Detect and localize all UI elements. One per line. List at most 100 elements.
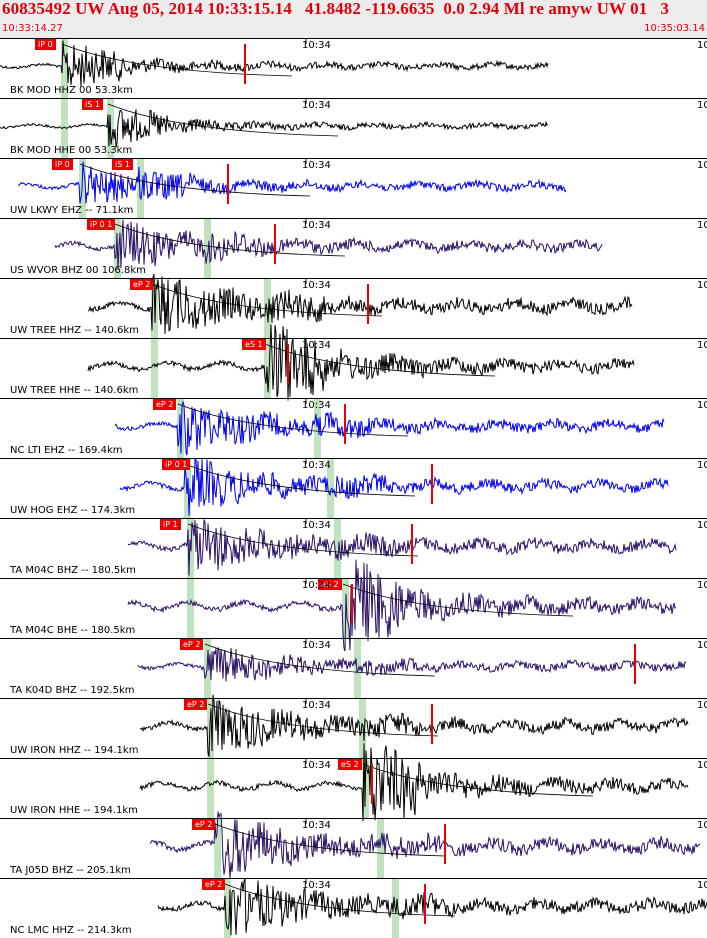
minute-tick-label: 10:34 xyxy=(302,820,331,831)
edge-tick-label: 10: xyxy=(697,760,707,771)
phase-pick-label[interactable]: eP 2 xyxy=(130,279,154,290)
trace-row[interactable] xyxy=(0,518,707,579)
trace-row[interactable] xyxy=(0,743,707,822)
channel-label: BK MOD HHE 00 53.3km xyxy=(10,145,133,156)
seismogram-panel[interactable]: iP 0 10:34 10: BK MOD HHZ 00 53.3km iS 1 10:3… xyxy=(0,38,707,938)
trace-row[interactable] xyxy=(0,694,707,758)
phase-pick-label[interactable]: eS 2 xyxy=(318,579,342,590)
waveform xyxy=(0,109,549,148)
phase-pick-label[interactable]: iP 0 1 xyxy=(162,459,191,470)
travel-time-curve xyxy=(107,103,339,137)
minute-tick-label: 10:34 xyxy=(302,460,331,471)
waveform xyxy=(139,743,689,822)
edge-tick-label: 10: xyxy=(697,40,707,51)
travel-time-curve xyxy=(264,343,496,377)
waveform xyxy=(119,457,669,516)
travel-time-curve xyxy=(79,163,311,197)
channel-label: NC LMC HHZ -- 214.3km xyxy=(10,925,132,936)
pick-window xyxy=(151,339,158,398)
waveform xyxy=(54,219,603,270)
pick-window xyxy=(187,579,194,638)
start-time-label: 10:33:14.27 xyxy=(2,23,63,34)
channel-label: UW LKWY EHZ -- 71.1km xyxy=(10,205,134,216)
waveform xyxy=(0,40,549,87)
phase-pick-label[interactable]: eP 2 xyxy=(180,639,204,650)
trace-row[interactable] xyxy=(0,878,707,938)
pick-window xyxy=(207,699,214,758)
travel-time-curve xyxy=(214,823,446,857)
pick-window xyxy=(359,699,366,758)
minute-tick-label: 10:34 xyxy=(302,760,331,771)
minute-tick-label: 10:34 xyxy=(302,400,331,411)
waveform xyxy=(157,878,707,936)
phase-pick-label[interactable]: eS 1 xyxy=(242,339,266,350)
pick-window xyxy=(354,639,361,698)
trace-row[interactable] xyxy=(0,638,707,699)
phase-pick-label[interactable]: iS 1 xyxy=(82,99,103,110)
pick-window xyxy=(224,879,231,938)
channel-label: UW TREE HHE -- 140.6km xyxy=(10,385,139,396)
waveform xyxy=(149,811,701,879)
edge-tick-label: 10: xyxy=(697,220,707,231)
travel-time-curve xyxy=(114,223,346,257)
pick-window xyxy=(377,819,384,878)
trace-row[interactable] xyxy=(0,324,707,401)
travel-time-curve xyxy=(177,403,409,437)
trace-row[interactable] xyxy=(0,559,707,652)
phase-pick-label[interactable]: eP 2 xyxy=(184,699,208,710)
trace-row[interactable] xyxy=(0,273,707,338)
phase-pick-label[interactable]: iS 1 xyxy=(112,159,133,170)
edge-tick-label: 10: xyxy=(697,400,707,411)
channel-label: BK MOD HHZ 00 53.3km xyxy=(10,85,133,96)
edge-tick-label: 10: xyxy=(697,460,707,471)
edge-tick-label: 10: xyxy=(697,100,707,111)
pick-window xyxy=(204,219,211,278)
seismogram-canvas[interactable] xyxy=(0,38,707,938)
edge-tick-label: 10: xyxy=(697,160,707,171)
travel-time-curve xyxy=(184,463,416,497)
phase-pick-label[interactable]: eS 2 xyxy=(338,759,362,770)
edge-tick-label: 10: xyxy=(697,640,707,651)
channel-label: NC LTI EHZ -- 169.4km xyxy=(10,445,123,456)
channel-label: TA K04D BHZ -- 192.5km xyxy=(10,685,135,696)
phase-pick-label[interactable]: iP 1 xyxy=(160,519,181,530)
pick-window xyxy=(334,519,341,578)
trace-row[interactable] xyxy=(0,811,707,879)
channel-label: US WVOR BHZ 00 106.8km xyxy=(10,265,146,276)
trace-row[interactable] xyxy=(0,98,707,159)
phase-pick-label[interactable]: eP 2 xyxy=(192,819,216,830)
pick-window xyxy=(314,399,321,458)
waveform xyxy=(139,694,689,757)
minute-tick-label: 10:34 xyxy=(302,40,331,51)
trace-row[interactable] xyxy=(0,38,707,99)
trace-row[interactable] xyxy=(0,218,707,279)
travel-time-curve xyxy=(224,883,456,917)
phase-pick-label[interactable]: eP 2 xyxy=(153,399,177,410)
waveform xyxy=(87,324,635,401)
waveform xyxy=(127,559,677,652)
phase-pick-label[interactable]: eP 2 xyxy=(202,879,226,890)
waveform xyxy=(87,273,633,334)
pick-window xyxy=(61,99,68,158)
channel-label: TA M04C BHE -- 180.5km xyxy=(10,625,136,636)
travel-time-curve xyxy=(151,283,383,317)
phase-pick-label[interactable]: iP 0 1 xyxy=(87,219,116,230)
travel-time-curve xyxy=(61,43,293,77)
travel-time-curve xyxy=(342,583,574,617)
edge-tick-label: 10: xyxy=(697,820,707,831)
trace-row[interactable] xyxy=(0,457,707,519)
channel-label: UW HOG EHZ -- 174.3km xyxy=(10,505,136,516)
pick-window xyxy=(207,759,214,818)
phase-pick-label[interactable]: iP 0 xyxy=(52,159,73,170)
trace-row[interactable] xyxy=(0,398,707,459)
edge-tick-label: 10: xyxy=(697,280,707,291)
event-title: 60835492 UW Aug 05, 2014 10:33:15.14 41.… xyxy=(2,0,669,18)
edge-tick-label: 10: xyxy=(697,520,707,531)
waveform xyxy=(137,647,687,682)
waveform xyxy=(18,161,567,204)
travel-time-curve xyxy=(187,523,419,557)
waveform xyxy=(114,400,665,456)
trace-row[interactable] xyxy=(0,158,707,219)
phase-pick-label[interactable]: iP 0 xyxy=(35,39,56,50)
minute-tick-label: 10:34 xyxy=(302,640,331,651)
